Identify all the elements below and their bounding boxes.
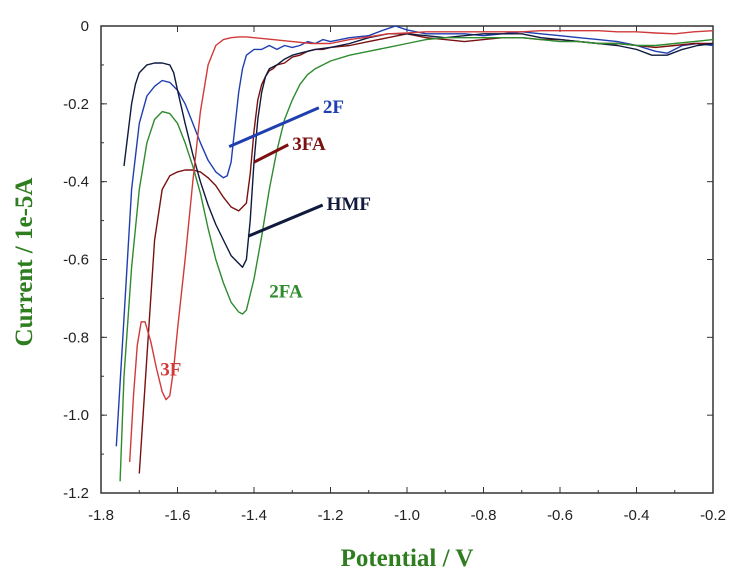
x-tick-label: -1.8 — [88, 507, 114, 524]
leader-line-2f — [228, 106, 320, 149]
x-tick-labels: -1.8 -1.6 -1.4 -1.2 -1.0 -0.8 -0.6 -0.4 -0.2 — [88, 507, 726, 524]
y-axis-title: Current / 1e-5A — [11, 178, 38, 347]
x-tick-label: -0.4 — [624, 507, 650, 524]
series-line-3fa — [138, 33, 713, 474]
plot-frame — [100, 25, 714, 494]
x-tick-label: -1.4 — [241, 507, 267, 524]
x-tick-label: -0.8 — [471, 507, 497, 524]
series-line-2fa — [119, 37, 714, 482]
x-tick-label: -0.6 — [547, 507, 573, 524]
y-tick-label: -0.2 — [63, 96, 89, 113]
series-label-3f: 3F — [160, 359, 181, 380]
y-tick-label: -1.2 — [63, 485, 89, 502]
x-tick-label: -1.0 — [394, 507, 420, 524]
series-line-hmf — [123, 33, 714, 268]
x-tick-label: -0.2 — [700, 507, 726, 524]
y-tick-label: -1.0 — [63, 407, 89, 424]
series-labels: 2F 3FA HMF 2FA 3F — [160, 97, 371, 381]
series-line-3f — [129, 30, 714, 462]
tick-marks — [100, 25, 714, 494]
series-lines — [115, 25, 714, 482]
x-tick-label: -1.6 — [165, 507, 191, 524]
series-label-2f: 2F — [323, 97, 344, 118]
series-line-2f — [115, 25, 714, 447]
x-axis-title: Potential / V — [341, 545, 474, 572]
x-tick-label: -1.2 — [318, 507, 344, 524]
y-tick-label: -0.6 — [63, 252, 89, 269]
leader-line-hmf — [247, 203, 324, 238]
y-tick-labels: 0 -0.2 -0.4 -0.6 -0.8 -1.0 -1.2 — [63, 18, 89, 502]
y-tick-label: -0.8 — [63, 329, 89, 346]
series-label-hmf: HMF — [327, 194, 371, 215]
series-label-3fa: 3FA — [292, 134, 326, 155]
series-label-2fa: 2FA — [269, 282, 303, 303]
y-tick-label: 0 — [81, 18, 89, 35]
y-tick-label: -0.4 — [63, 174, 89, 191]
leader-line-3fa — [253, 143, 289, 164]
